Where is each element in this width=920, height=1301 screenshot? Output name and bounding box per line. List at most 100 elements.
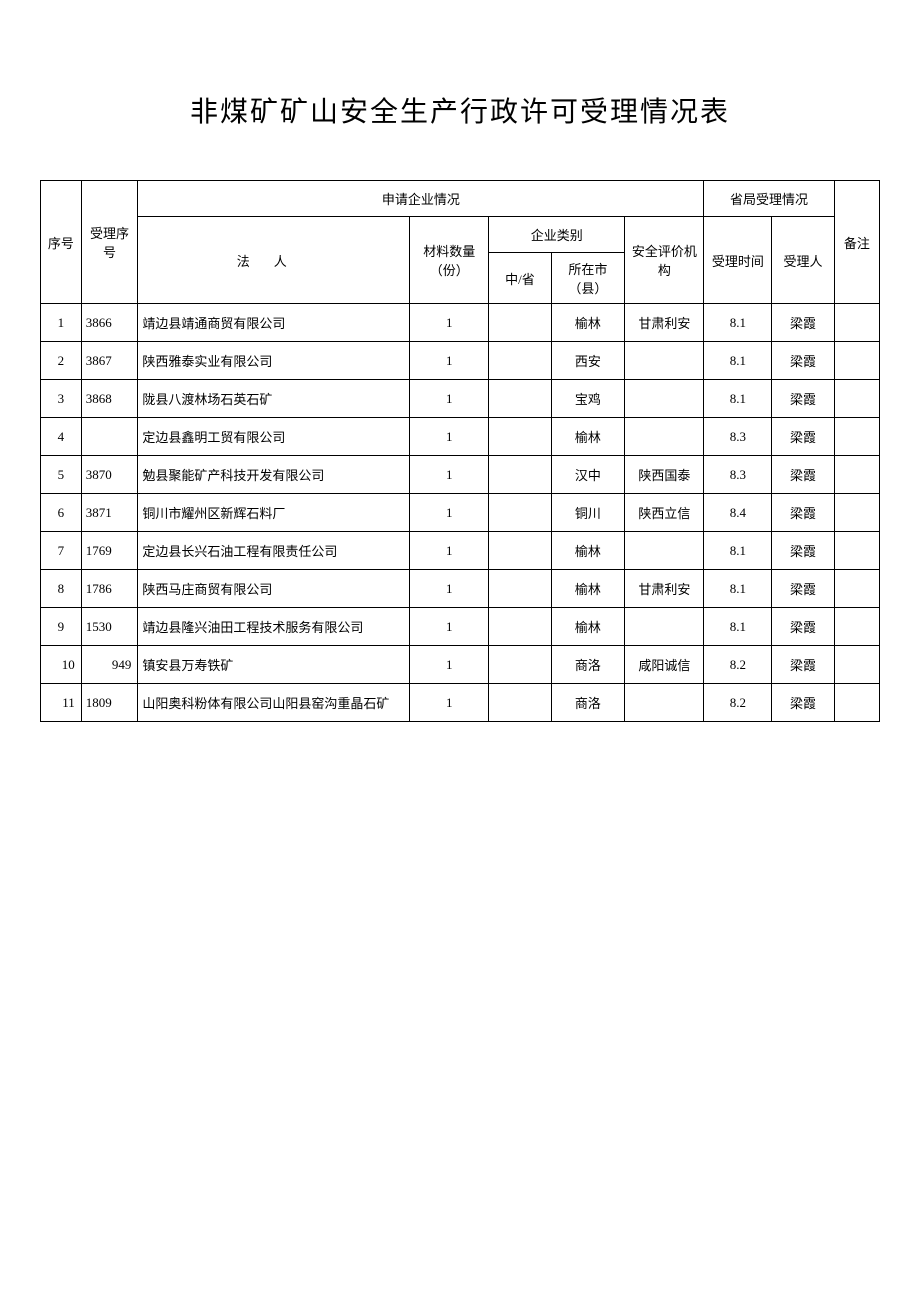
table-row: 4定边县鑫明工贸有限公司1榆林8.3梁霞 [41,418,880,456]
cell-remark [834,646,879,684]
cell-seq: 7 [41,532,82,570]
cell-safety [625,418,704,456]
cell-time: 8.1 [704,532,772,570]
cell-person: 梁霞 [772,570,834,608]
cell-material: 1 [410,608,489,646]
cell-remark [834,380,879,418]
cell-remark [834,418,879,456]
cell-time: 8.2 [704,646,772,684]
table-row: 23867陕西雅泰实业有限公司1西安8.1梁霞 [41,342,880,380]
cell-legal-person: 陇县八渡林场石英石矿 [138,380,410,418]
cell-accept-seq: 3868 [81,380,138,418]
table-row: 91530靖边县隆兴油田工程技术服务有限公司1榆林8.1梁霞 [41,608,880,646]
cell-person: 梁霞 [772,608,834,646]
cell-seq: 6 [41,494,82,532]
cell-person: 梁霞 [772,456,834,494]
cell-person: 梁霞 [772,304,834,342]
cell-material: 1 [410,456,489,494]
cell-accept-seq: 1809 [81,684,138,722]
cell-material: 1 [410,684,489,722]
cell-time: 8.3 [704,418,772,456]
header-material-count: 材料数量（份） [410,217,489,304]
cell-safety [625,342,704,380]
cell-central [489,342,551,380]
cell-person: 梁霞 [772,532,834,570]
cell-seq: 1 [41,304,82,342]
header-accept-seq: 受理序号 [81,181,138,304]
cell-time: 8.4 [704,494,772,532]
cell-city: 榆林 [551,532,625,570]
cell-legal-person: 陕西马庄商贸有限公司 [138,570,410,608]
cell-accept-seq: 3871 [81,494,138,532]
acceptance-table: 序号 受理序号 申请企业情况 省局受理情况 备注 法人 材料数量（份） 企业类别… [40,180,880,722]
cell-material: 1 [410,418,489,456]
cell-central [489,608,551,646]
cell-city: 汉中 [551,456,625,494]
cell-seq: 11 [41,684,82,722]
cell-city: 榆林 [551,570,625,608]
cell-city: 商洛 [551,684,625,722]
cell-accept-seq: 3867 [81,342,138,380]
cell-safety [625,684,704,722]
cell-safety: 陕西国泰 [625,456,704,494]
header-provincial-acceptance: 省局受理情况 [704,181,834,217]
cell-safety [625,608,704,646]
header-seq: 序号 [41,181,82,304]
cell-central [489,418,551,456]
cell-accept-seq: 1769 [81,532,138,570]
cell-material: 1 [410,570,489,608]
cell-city: 榆林 [551,608,625,646]
cell-legal-person: 陕西雅泰实业有限公司 [138,342,410,380]
table-row: 53870勉县聚能矿产科技开发有限公司1汉中陕西国泰8.3梁霞 [41,456,880,494]
page-title: 非煤矿矿山安全生产行政许可受理情况表 [40,90,880,130]
cell-central [489,494,551,532]
cell-time: 8.2 [704,684,772,722]
cell-remark [834,494,879,532]
header-accept-person: 受理人 [772,217,834,304]
table-row: 81786陕西马庄商贸有限公司1榆林甘肃利安8.1梁霞 [41,570,880,608]
cell-material: 1 [410,494,489,532]
header-applicant-info: 申请企业情况 [138,181,704,217]
cell-remark [834,608,879,646]
cell-seq: 5 [41,456,82,494]
table-row: 111809山阳奥科粉体有限公司山阳县窑沟重晶石矿1商洛8.2梁霞 [41,684,880,722]
cell-remark [834,456,879,494]
cell-legal-person: 定边县长兴石油工程有限责任公司 [138,532,410,570]
cell-safety: 甘肃利安 [625,304,704,342]
cell-legal-person: 靖边县靖通商贸有限公司 [138,304,410,342]
cell-legal-person: 定边县鑫明工贸有限公司 [138,418,410,456]
cell-central [489,456,551,494]
cell-safety [625,532,704,570]
cell-central [489,532,551,570]
cell-safety: 咸阳诚信 [625,646,704,684]
cell-time: 8.1 [704,304,772,342]
cell-seq: 4 [41,418,82,456]
cell-central [489,684,551,722]
cell-safety: 陕西立信 [625,494,704,532]
cell-time: 8.1 [704,342,772,380]
table-row: 71769定边县长兴石油工程有限责任公司1 榆林 8.1梁霞 [41,532,880,570]
cell-city: 商洛 [551,646,625,684]
cell-accept-seq: 949 [81,646,138,684]
cell-seq: 8 [41,570,82,608]
cell-person: 梁霞 [772,684,834,722]
cell-safety: 甘肃利安 [625,570,704,608]
cell-remark [834,342,879,380]
header-city-county: 所在市（县） [551,253,625,304]
cell-material: 1 [410,532,489,570]
cell-person: 梁霞 [772,342,834,380]
cell-city: 宝鸡 [551,380,625,418]
cell-accept-seq: 3866 [81,304,138,342]
cell-central [489,570,551,608]
cell-city: 榆林 [551,304,625,342]
cell-accept-seq [81,418,138,456]
header-enterprise-type: 企业类别 [489,217,625,253]
cell-time: 8.3 [704,456,772,494]
cell-time: 8.1 [704,608,772,646]
cell-remark [834,570,879,608]
cell-legal-person: 镇安县万寿铁矿 [138,646,410,684]
cell-central [489,304,551,342]
cell-central [489,380,551,418]
cell-seq: 9 [41,608,82,646]
cell-person: 梁霞 [772,494,834,532]
